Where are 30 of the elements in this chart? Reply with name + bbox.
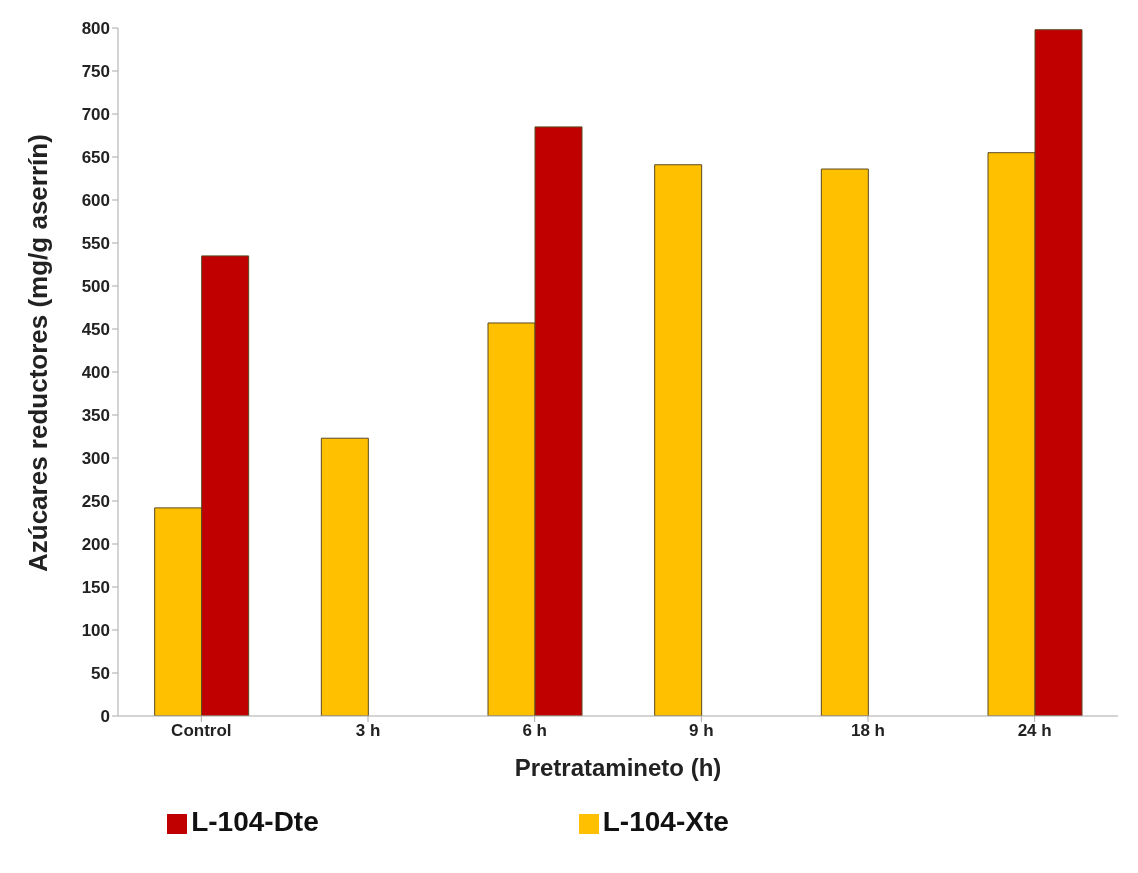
y-tick-label: 300	[81, 449, 110, 469]
bar	[654, 164, 703, 716]
x-tick-label: 24 h	[1017, 721, 1052, 741]
y-axis-title: Azúcares reductores (mg/g aserrín)	[23, 134, 54, 572]
x-axis-title: Pretratamineto (h)	[514, 754, 722, 781]
x-tick-label: 9 h	[689, 721, 714, 741]
y-tick-label: 550	[81, 234, 110, 254]
x-tick-label: Control	[171, 721, 232, 741]
y-tick-label: 500	[81, 277, 110, 297]
legend-label: L-104-Dte	[191, 806, 319, 837]
bar	[820, 168, 869, 716]
x-tick-label: 18 h	[850, 721, 886, 741]
y-tick-label: 600	[81, 191, 110, 211]
y-tick-label: 150	[81, 578, 110, 598]
y-tick-label: 400	[81, 363, 110, 383]
y-tick-label: 200	[81, 535, 110, 555]
y-tick-label: 750	[81, 62, 110, 82]
y-tick-label: 350	[81, 406, 110, 426]
y-tick-label: 450	[81, 320, 110, 340]
y-tick-label: 100	[81, 621, 110, 641]
y-tick-label: 250	[81, 492, 110, 512]
bar	[320, 437, 369, 716]
y-tick-label: 50	[91, 664, 110, 684]
x-tick-label: 6 h	[522, 721, 547, 741]
legend-label: L-104-Xte	[602, 806, 729, 837]
y-tick-label: 800	[81, 19, 110, 39]
x-tick-label: 3 h	[355, 721, 381, 741]
y-tick-label: 0	[100, 707, 110, 727]
y-tick-label: 650	[81, 148, 110, 168]
y-tick-label: 700	[81, 105, 110, 125]
